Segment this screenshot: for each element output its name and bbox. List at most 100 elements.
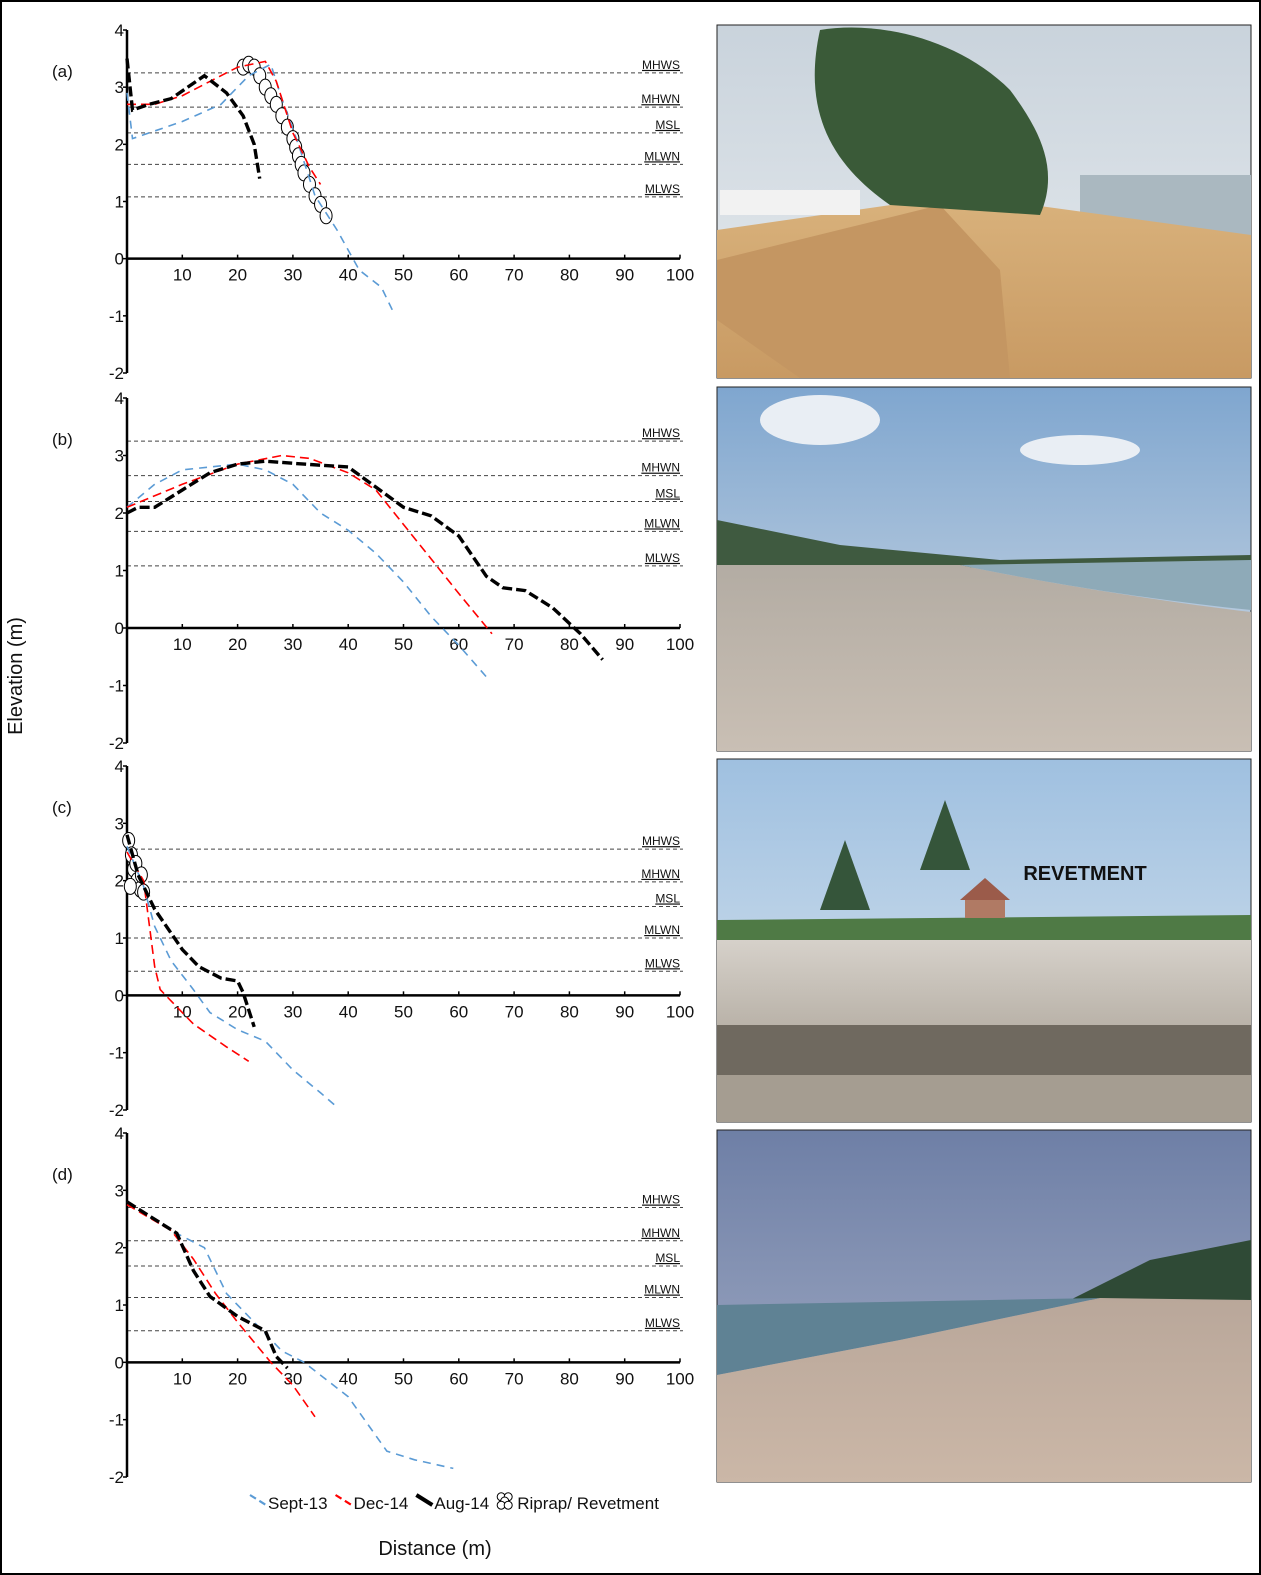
y-tick-label: 0 xyxy=(115,1353,124,1372)
x-tick-label: 100 xyxy=(666,266,694,285)
x-tick-label: 100 xyxy=(666,1002,694,1021)
photo-d xyxy=(716,1129,1252,1483)
tide-level-label: MLWN xyxy=(644,923,680,937)
tide-level-label: MLWS xyxy=(645,182,680,196)
photo-b xyxy=(716,386,1252,752)
y-tick-label: 2 xyxy=(115,135,124,154)
panel-label: (d) xyxy=(52,1165,73,1184)
x-tick-label: 40 xyxy=(339,266,358,285)
y-tick-label: 0 xyxy=(115,619,124,638)
tide-level-label: MLWS xyxy=(645,1316,680,1330)
profile-line xyxy=(126,851,250,1062)
x-tick-label: 70 xyxy=(505,635,524,654)
x-tick-label: 50 xyxy=(394,1002,413,1021)
x-tick-label: 10 xyxy=(173,266,192,285)
panel: (d) MHWS MHWN MSL MLWN MLWS -2 -1 0 1 2 3 4 10 20 30 40 5… xyxy=(52,1124,694,1487)
tide-level-label: MLWN xyxy=(644,516,680,530)
y-tick-label: -2 xyxy=(109,734,124,753)
y-tick-label: 0 xyxy=(115,250,124,269)
photo-a xyxy=(716,24,1252,379)
y-tick-label: 3 xyxy=(115,447,124,466)
tide-level-label: MSL xyxy=(655,118,680,132)
x-tick-label: 80 xyxy=(560,1002,579,1021)
tide-level-label: MHWS xyxy=(642,834,680,848)
x-axis-label: Distance (m) xyxy=(378,1538,491,1560)
x-tick-label: 100 xyxy=(666,1369,694,1388)
y-tick-label: 3 xyxy=(115,814,124,833)
x-tick-label: 80 xyxy=(560,1369,579,1388)
y-tick-label: -2 xyxy=(109,1468,124,1487)
tide-level-label: MSL xyxy=(655,891,680,905)
panel: (a) MHWS MHWN MSL MLWN MLWS -2 -1 0 1 2 3 4 10 20 30 40 5… xyxy=(52,21,694,383)
y-tick-label: -1 xyxy=(109,1044,124,1063)
profile-line xyxy=(126,1200,289,1370)
tide-level-label: MHWN xyxy=(641,461,680,475)
legend-label: Dec-14 xyxy=(354,1494,409,1513)
tide-level-label: MHWN xyxy=(641,867,680,881)
tide-level-label: MLWN xyxy=(644,149,680,163)
x-tick-label: 60 xyxy=(449,1002,468,1021)
tide-level-label: MHWN xyxy=(641,92,680,106)
profile-line xyxy=(125,58,262,179)
legend-label: Aug-14 xyxy=(434,1494,489,1513)
panel-label: (c) xyxy=(52,798,72,817)
profile-line xyxy=(126,1201,454,1470)
riprap-marker xyxy=(319,207,333,225)
x-tick-label: 90 xyxy=(615,1002,634,1021)
x-tick-label: 20 xyxy=(228,1369,247,1388)
x-tick-label: 40 xyxy=(339,1002,358,1021)
tide-level-label: MHWS xyxy=(642,1193,680,1207)
profile-line xyxy=(126,845,338,1108)
profile-line xyxy=(125,834,256,1028)
x-tick-label: 30 xyxy=(283,1002,302,1021)
y-tick-label: 2 xyxy=(115,872,124,891)
y-tick-label: 1 xyxy=(115,1296,124,1315)
tide-level-label: MLWN xyxy=(644,1283,680,1297)
y-tick-label: 4 xyxy=(115,757,124,776)
photo-label: REVETMENT xyxy=(1023,863,1146,885)
x-tick-label: 50 xyxy=(394,1369,413,1388)
tide-level-label: MSL xyxy=(655,487,680,501)
tide-level-label: MLWS xyxy=(645,956,680,970)
x-tick-label: 70 xyxy=(505,266,524,285)
y-tick-label: 1 xyxy=(115,562,124,581)
y-tick-label: 3 xyxy=(115,1181,124,1200)
panel-label: (b) xyxy=(52,430,73,449)
legend-label: Sept-13 xyxy=(268,1494,328,1513)
y-tick-label: -1 xyxy=(109,307,124,326)
tide-level-label: MSL xyxy=(655,1251,680,1265)
y-tick-label: 3 xyxy=(115,78,124,97)
x-tick-label: 90 xyxy=(615,266,634,285)
legend-riprap-icon xyxy=(503,1500,513,1510)
x-tick-label: 50 xyxy=(394,635,413,654)
tide-level-label: MHWS xyxy=(642,58,680,72)
photo-c: REVETMENT xyxy=(716,758,1252,1123)
x-tick-label: 20 xyxy=(228,266,247,285)
y-tick-label: 1 xyxy=(115,193,124,212)
x-tick-label: 20 xyxy=(228,1002,247,1021)
profile-line xyxy=(126,1204,316,1418)
x-tick-label: 90 xyxy=(615,1369,634,1388)
y-tick-label: 4 xyxy=(115,1124,124,1143)
x-tick-label: 60 xyxy=(449,635,468,654)
x-tick-label: 80 xyxy=(560,635,579,654)
tide-level-label: MLWS xyxy=(645,551,680,565)
x-tick-label: 10 xyxy=(173,635,192,654)
y-tick-label: 1 xyxy=(115,929,124,948)
y-tick-label: -1 xyxy=(109,677,124,696)
y-tick-label: -2 xyxy=(109,364,124,383)
y-tick-label: -2 xyxy=(109,1101,124,1120)
x-tick-label: 30 xyxy=(283,1369,302,1388)
x-tick-label: 10 xyxy=(173,1369,192,1388)
x-tick-label: 40 xyxy=(339,1369,358,1388)
y-tick-label: 2 xyxy=(115,1239,124,1258)
tide-level-label: MHWS xyxy=(642,426,680,440)
x-tick-label: 60 xyxy=(449,1369,468,1388)
profile-line xyxy=(126,459,604,661)
x-tick-label: 100 xyxy=(666,635,694,654)
x-tick-label: 90 xyxy=(615,635,634,654)
y-tick-label: 2 xyxy=(115,504,124,523)
